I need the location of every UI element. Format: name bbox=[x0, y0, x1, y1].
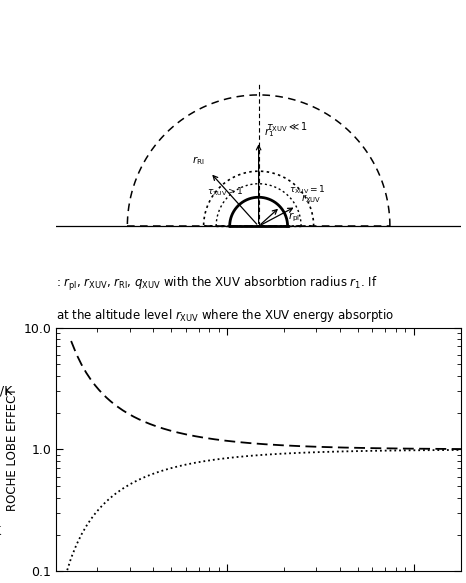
Text: $r_{\rm Rl}$: $r_{\rm Rl}$ bbox=[192, 154, 205, 167]
Text: $\tau_{\rm XUV}\ll 1$: $\tau_{\rm XUV}\ll 1$ bbox=[267, 120, 308, 134]
Text: K: K bbox=[0, 525, 1, 538]
Y-axis label: ROCHE LOBE EFFECT: ROCHE LOBE EFFECT bbox=[6, 388, 19, 511]
Text: 1/K: 1/K bbox=[0, 385, 13, 398]
Text: $r_1$: $r_1$ bbox=[264, 127, 274, 139]
Text: $\tau_{\rm XUV}=1$: $\tau_{\rm XUV}=1$ bbox=[288, 184, 325, 196]
Text: $r_{\rm XUV}$: $r_{\rm XUV}$ bbox=[301, 192, 321, 205]
Text: at the altitude level $r_{\rm XUV}$ where the XUV energy absorptio: at the altitude level $r_{\rm XUV}$ wher… bbox=[56, 307, 394, 324]
Text: : $r_{\rm pl}$, $r_{\rm XUV}$, $r_{\rm Rl}$, $q_{\rm XUV}$ with the XUV absorbti: : $r_{\rm pl}$, $r_{\rm XUV}$, $r_{\rm R… bbox=[56, 275, 377, 293]
Text: $r_{\rm pl}$: $r_{\rm pl}$ bbox=[288, 210, 300, 224]
Text: $\tau_{\rm XUV}>1$: $\tau_{\rm XUV}>1$ bbox=[206, 185, 243, 198]
